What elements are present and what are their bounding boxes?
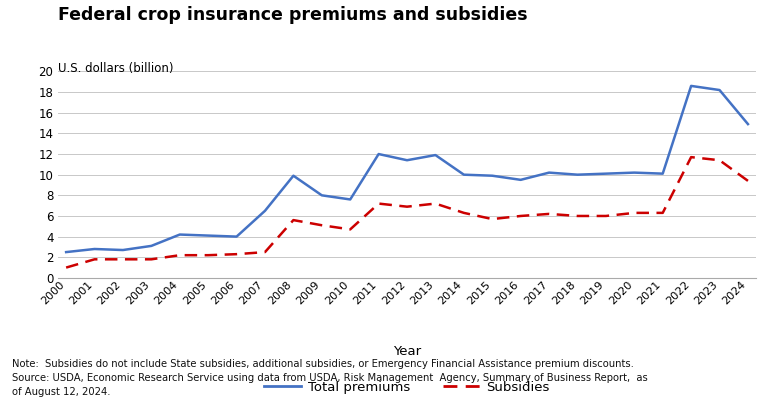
Subsidies	[687, 155, 696, 160]
Total premiums	[374, 152, 383, 156]
Total premiums	[346, 197, 355, 202]
Total premiums	[488, 173, 497, 178]
Total premiums	[715, 88, 724, 93]
Text: U.S. dollars (billion): U.S. dollars (billion)	[58, 62, 173, 75]
Subsidies	[346, 227, 355, 232]
Subsidies	[658, 210, 667, 215]
Total premiums	[402, 158, 412, 163]
Total premiums	[743, 122, 753, 127]
Total premiums	[232, 234, 241, 239]
Subsidies	[516, 214, 525, 218]
Total premiums	[687, 83, 696, 88]
Total premiums	[516, 177, 525, 182]
Subsidies	[317, 223, 326, 227]
Subsidies	[630, 210, 639, 215]
Total premiums	[118, 248, 127, 252]
Subsidies	[545, 212, 554, 216]
Subsidies	[402, 204, 412, 209]
Total premiums	[204, 233, 213, 238]
Total premiums	[658, 171, 667, 176]
Total premiums	[175, 232, 184, 237]
Subsidies	[118, 257, 127, 262]
Subsidies	[175, 253, 184, 258]
Text: Federal crop insurance premiums and subsidies: Federal crop insurance premiums and subs…	[58, 6, 527, 24]
Subsidies	[715, 158, 724, 163]
Total premiums	[61, 250, 71, 254]
Subsidies	[260, 250, 270, 254]
Total premiums	[573, 172, 582, 177]
Subsidies	[488, 217, 497, 222]
Text: of August 12, 2024.: of August 12, 2024.	[12, 387, 110, 397]
Total premiums	[260, 208, 270, 213]
Subsidies	[374, 201, 383, 206]
Subsidies	[431, 201, 440, 206]
Line: Subsidies: Subsidies	[66, 157, 748, 268]
Total premiums	[317, 193, 326, 198]
X-axis label: Year: Year	[393, 345, 421, 358]
Total premiums	[459, 172, 468, 177]
Subsidies	[61, 265, 71, 270]
Subsidies	[743, 179, 753, 183]
Subsidies	[204, 253, 213, 258]
Subsidies	[289, 218, 298, 222]
Total premiums	[630, 170, 639, 175]
Subsidies	[601, 214, 611, 218]
Total premiums	[147, 243, 156, 248]
Text: Source: USDA, Economic Research Service using data from USDA, Risk Management  A: Source: USDA, Economic Research Service …	[12, 373, 647, 383]
Subsidies	[573, 214, 582, 218]
Text: Note:  Subsidies do not include State subsidies, additional subsidies, or Emerge: Note: Subsidies do not include State sub…	[12, 359, 634, 369]
Total premiums	[431, 153, 440, 158]
Subsidies	[459, 210, 468, 215]
Total premiums	[289, 173, 298, 178]
Subsidies	[232, 252, 241, 256]
Legend: Total premiums, Subsidies: Total premiums, Subsidies	[259, 376, 555, 397]
Total premiums	[545, 170, 554, 175]
Line: Total premiums: Total premiums	[66, 86, 748, 252]
Subsidies	[147, 257, 156, 262]
Total premiums	[90, 247, 99, 251]
Total premiums	[601, 171, 611, 176]
Subsidies	[90, 257, 99, 262]
